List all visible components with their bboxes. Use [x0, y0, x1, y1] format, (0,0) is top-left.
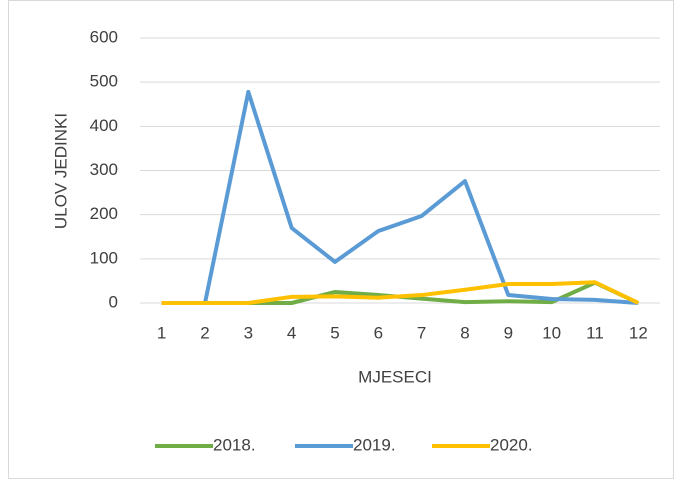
x-tick-label: 12 [629, 323, 648, 342]
y-tick-label: 300 [90, 160, 118, 179]
series-line [161, 280, 640, 305]
y-tick-label: 200 [90, 204, 118, 223]
x-tick-label: 6 [374, 323, 383, 342]
y-tick-label: 500 [90, 72, 118, 91]
x-tick-label: 2 [200, 323, 209, 342]
y-tick-label: 0 [109, 292, 118, 311]
legend-label: 2018. [213, 435, 256, 454]
x-tick-label: 7 [417, 323, 426, 342]
legend-label: 2019. [353, 435, 396, 454]
x-tick-label: 4 [287, 323, 296, 342]
legend-label: 2020. [490, 435, 533, 454]
x-tick-label: 5 [330, 323, 339, 342]
x-tick-label: 10 [542, 323, 561, 342]
y-axis-label: ULOV JEDINKI [51, 113, 70, 229]
x-tick-label: 9 [504, 323, 513, 342]
y-tick-label: 400 [90, 116, 118, 135]
series-line [161, 89, 639, 305]
x-tick-label: 1 [157, 323, 166, 342]
y-tick-label: 600 [90, 27, 118, 46]
x-axis-label: MJESECI [358, 367, 432, 386]
x-tick-label: 3 [244, 323, 253, 342]
x-tick-label: 8 [460, 323, 469, 342]
y-tick-label: 100 [90, 248, 118, 267]
x-tick-label: 11 [586, 323, 604, 342]
